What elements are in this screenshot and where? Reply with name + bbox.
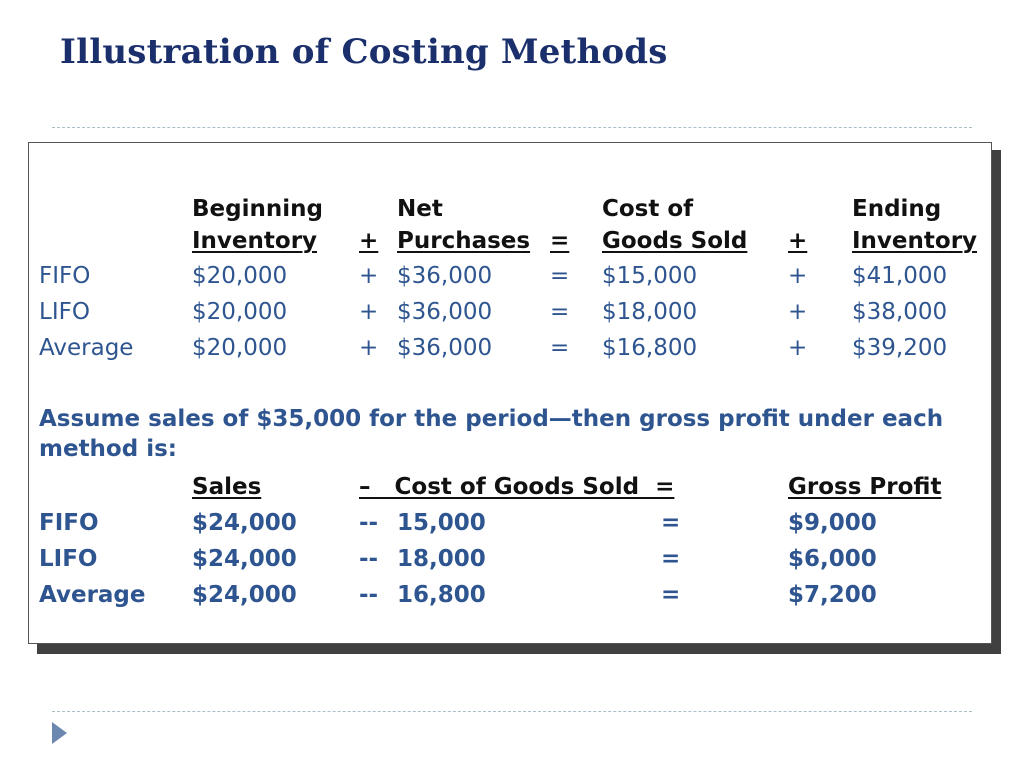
header-cogs-line1: Cost of [602, 196, 694, 222]
row-beginning: $20,000 [192, 263, 288, 289]
row-ending: $41,000 [852, 263, 948, 289]
header-beginning-line1: Beginning [192, 196, 323, 222]
row-op-plus: + [359, 263, 379, 289]
next-slide-arrow-icon[interactable] [52, 722, 67, 744]
header-ending-line2: Inventory [852, 228, 978, 254]
header-sales: Sales [192, 474, 262, 500]
row-ending: $38,000 [852, 299, 948, 325]
row-purchases: $36,000 [397, 299, 493, 325]
row-op-equals: = [550, 335, 570, 361]
row-op-plus-2: + [788, 335, 808, 361]
top-divider [52, 127, 972, 128]
row-purchases: $36,000 [397, 335, 493, 361]
row-sales: $24,000 [192, 582, 297, 608]
row-gross-profit: $6,000 [788, 546, 877, 572]
row-op-equals: = [661, 510, 681, 536]
row-op-plus: + [359, 299, 379, 325]
row-method: Average [39, 335, 134, 361]
row-op-minus: -- [359, 510, 379, 536]
row-op-equals: = [550, 299, 570, 325]
row-cogs: 18,000 [397, 546, 486, 572]
row-cogs: 16,800 [397, 582, 486, 608]
header-net-line2: Purchases [397, 228, 531, 254]
header-ending-line1: Ending [852, 196, 942, 222]
row-method: FIFO [39, 263, 91, 289]
row-op-minus: -- [359, 582, 379, 608]
header-plus-2: + [788, 228, 808, 254]
row-method: LIFO [39, 299, 90, 325]
row-sales: $24,000 [192, 510, 297, 536]
row-cogs: $18,000 [602, 299, 698, 325]
row-method: Average [39, 582, 146, 608]
header-cogs-line2: Goods Sold [602, 228, 748, 254]
content-box: Beginning Inventory + Net Purchases = Co… [28, 142, 992, 644]
row-method: FIFO [39, 510, 99, 536]
row-op-plus: + [359, 335, 379, 361]
row-gross-profit: $9,000 [788, 510, 877, 536]
row-ending: $39,200 [852, 335, 948, 361]
row-op-minus: -- [359, 546, 379, 572]
bottom-divider [52, 711, 972, 712]
row-op-equals: = [550, 263, 570, 289]
row-beginning: $20,000 [192, 335, 288, 361]
assumption-text: Assume sales of $35,000 for the period—t… [39, 406, 944, 462]
row-op-plus-2: + [788, 263, 808, 289]
row-op-equals: = [661, 546, 681, 572]
header-equals: = [550, 228, 570, 254]
row-cogs: $15,000 [602, 263, 698, 289]
row-sales: $24,000 [192, 546, 297, 572]
row-cogs: 15,000 [397, 510, 486, 536]
row-purchases: $36,000 [397, 263, 493, 289]
header-plus-1: + [359, 228, 379, 254]
header-gross-profit: Gross Profit [788, 474, 942, 500]
row-method: LIFO [39, 546, 98, 572]
slide-title: Illustration of Costing Methods [60, 32, 668, 72]
row-cogs: $16,800 [602, 335, 698, 361]
row-op-plus-2: + [788, 299, 808, 325]
header-net-line1: Net [397, 196, 443, 222]
header-beginning-line2: Inventory [192, 228, 318, 254]
row-op-equals: = [661, 582, 681, 608]
row-gross-profit: $7,200 [788, 582, 877, 608]
row-beginning: $20,000 [192, 299, 288, 325]
header-cost-of-goods-sold: – Cost of Goods Sold = [359, 474, 675, 500]
